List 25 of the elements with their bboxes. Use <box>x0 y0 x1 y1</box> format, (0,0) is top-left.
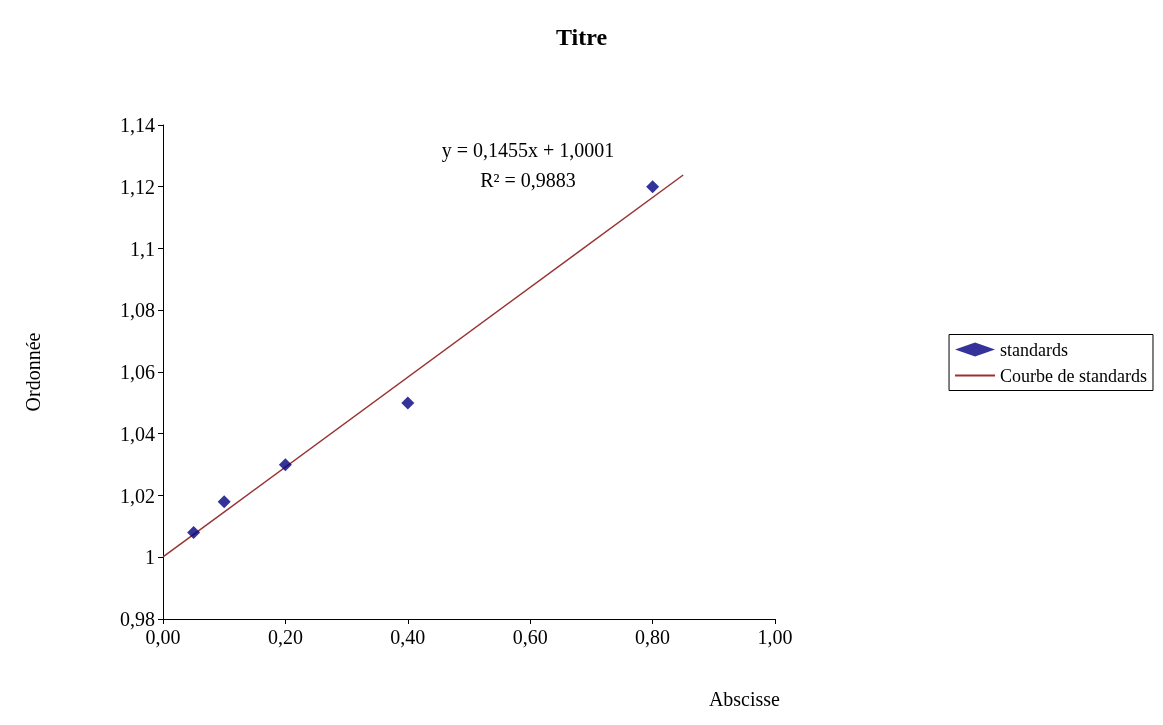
x-tick-label: 0,20 <box>267 626 303 648</box>
point <box>646 180 660 194</box>
x-tick-label: 1,00 <box>757 626 793 648</box>
annotation: R² = 0,9883 <box>480 169 576 191</box>
y-tick-label: 1,06 <box>120 361 155 383</box>
x-tick-label: 0,40 <box>390 626 426 648</box>
y-tick-label: 1,1 <box>130 237 155 260</box>
chart-title: Titre <box>555 24 608 50</box>
annotation: y = 0,1455x + 1,0001 <box>441 139 615 162</box>
point <box>278 458 292 472</box>
y-tick-label: 1,14 <box>120 114 155 136</box>
x-tick-label: 0,60 <box>512 626 548 648</box>
y-tick-label: 1,02 <box>120 484 155 507</box>
x-tick-label: 0,80 <box>635 626 671 648</box>
y-tick-label: 1,08 <box>120 299 155 322</box>
y-axis-title: Ordonnée <box>22 332 44 412</box>
legend-label: Courbe de standards <box>1000 365 1148 386</box>
x-axis-title: Abscisse <box>708 688 781 710</box>
point <box>187 526 201 540</box>
legend-label: standards <box>1000 339 1069 360</box>
point <box>217 495 231 509</box>
y-tick-label: 1,04 <box>120 422 155 445</box>
y-tick-label: 1,12 <box>120 175 155 198</box>
y-tick-label: 1 <box>145 546 155 569</box>
point <box>401 396 415 410</box>
